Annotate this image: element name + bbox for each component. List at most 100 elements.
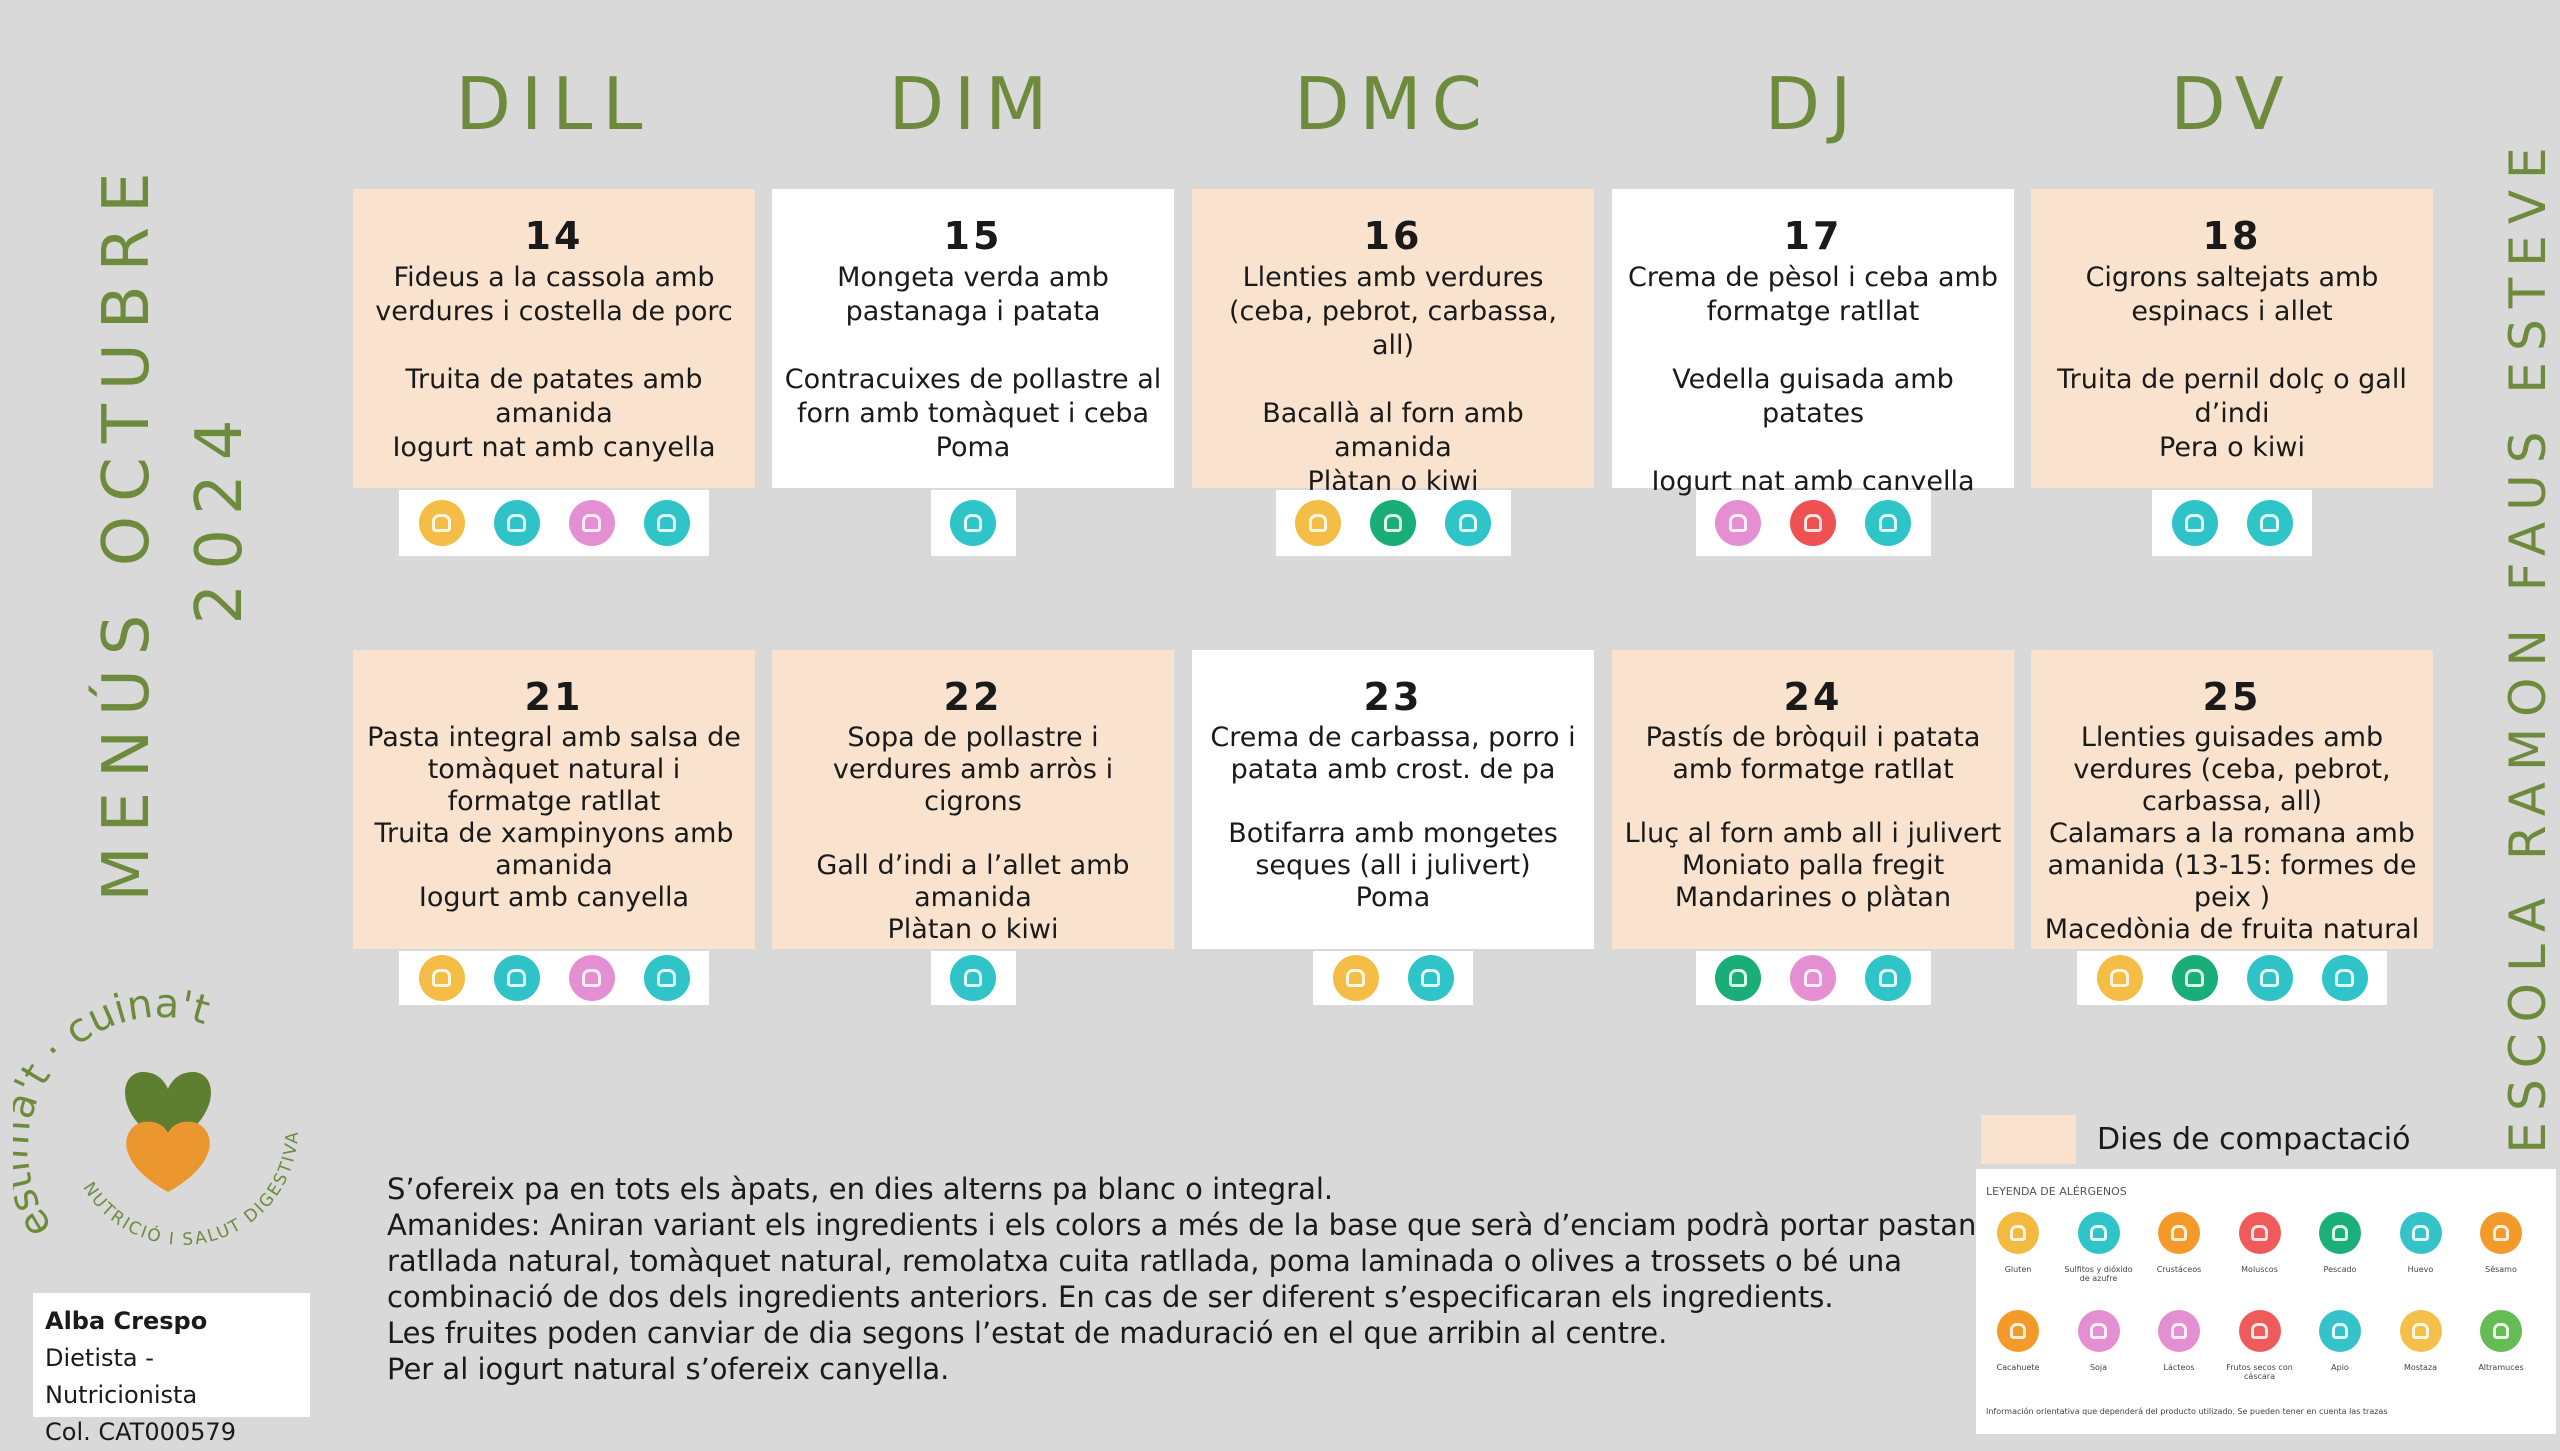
dish: Poma xyxy=(1355,882,1431,913)
date: 18 xyxy=(2202,214,2262,258)
logo: estima't · cuina't NUTRICIÓ I SALUT DIGE… xyxy=(13,981,301,1250)
legend-label: Huevo xyxy=(2407,1265,2434,1274)
menu-day: 17 Crema de pèsol i ceba amb formatge rat… xyxy=(1612,189,2014,497)
allergen-icon xyxy=(1790,955,1836,1001)
legend-label: Pescado xyxy=(2323,1265,2357,1274)
allergen-icon xyxy=(1865,500,1911,546)
allergen-icon xyxy=(418,500,465,546)
allergen-strip xyxy=(399,951,709,1005)
allergen-strip xyxy=(1695,951,1931,1005)
dish: Iogurt nat amb canyella xyxy=(392,432,716,463)
allergen-icon xyxy=(493,500,540,546)
allergen-icon xyxy=(1407,955,1454,1001)
note-line: Les fruites poden canviar de dia segons … xyxy=(387,1316,1668,1350)
legend-label: Gluten xyxy=(2004,1265,2032,1274)
date: 24 xyxy=(1783,675,1843,719)
allergen-legend: LEYENDA DE ALÉRGENOS Información orienta… xyxy=(1976,1169,2556,1434)
allergen-strip xyxy=(930,951,1016,1005)
date: 22 xyxy=(943,675,1003,719)
dish: Poma xyxy=(935,432,1011,463)
dish: Fideus a la cassola amb verdures i coste… xyxy=(375,262,733,327)
allergen-icon xyxy=(643,955,690,1001)
legend-label: Sulfitos y dióxido de azufre xyxy=(2064,1265,2133,1283)
menu-day: 15 Mongeta verda amb pastanaga i patata Co… xyxy=(772,189,1174,488)
dish: Botifarra amb mongetes seques (all i jul… xyxy=(1228,818,1558,881)
menu-day: 25 Llenties guisades amb verdures (ceba, … xyxy=(2031,650,2433,949)
allergen-legend-title: LEYENDA DE ALÉRGENOS xyxy=(1986,1185,2127,1198)
date: 14 xyxy=(524,214,584,258)
legend-label: Moluscos xyxy=(2241,1265,2278,1274)
dish: Calamars a la romana amb amanida (13-15:… xyxy=(2047,818,2417,913)
allergen-icon xyxy=(1332,955,1379,1001)
allergen-icon xyxy=(1370,500,1416,546)
menu-day: 24 Pastís de bròquil i patata amb formatg… xyxy=(1612,650,2014,949)
dish: Cigrons saltejats amb espinacs i allet xyxy=(2085,262,2379,327)
dish-block: Llenties amb verdures (ceba, pebrot, car… xyxy=(1204,261,1582,363)
allergen-strip xyxy=(930,490,1016,556)
allergen-strip xyxy=(1275,490,1511,556)
dish: Crema de carbassa, porro i patata amb cr… xyxy=(1210,722,1576,785)
dish: Plàtan o kiwi xyxy=(887,914,1059,945)
legend-icon xyxy=(2480,1310,2522,1352)
allergen-icon xyxy=(643,500,690,546)
legend-icon xyxy=(2077,1310,2120,1352)
allergen-icon xyxy=(1790,500,1836,546)
legend-icon xyxy=(2399,1212,2442,1254)
day-header: DMC xyxy=(1294,62,1492,146)
dish-block: Llenties guisades amb verdures (ceba, pe… xyxy=(2043,722,2421,946)
signature-name: Alba Crespo xyxy=(45,1307,208,1335)
dish: Truita de pernil dolç o gall d’indi xyxy=(2057,364,2407,429)
legend-label: Crustáceos xyxy=(2156,1265,2202,1274)
legend-label: Sésamo xyxy=(2485,1265,2517,1274)
dish: Moniato palla fregit xyxy=(1681,850,1945,881)
allergen-icon xyxy=(1445,500,1491,546)
allergen-strip xyxy=(2152,490,2312,556)
dish-block: Fideus a la cassola amb verdures i coste… xyxy=(365,261,743,329)
dish: Mandarines o plàtan xyxy=(1674,882,1952,913)
day-header: DIM xyxy=(888,62,1058,146)
legend-icon xyxy=(2238,1212,2281,1254)
dish-block: Cigrons saltejats amb espinacs i allet xyxy=(2043,261,2421,329)
legend-label: Apio xyxy=(2331,1363,2349,1372)
allergen-strip xyxy=(1695,490,1931,556)
allergen-icon xyxy=(2246,500,2293,546)
compaction-label: Dies de compactació xyxy=(2097,1122,2411,1157)
legend-icon xyxy=(2319,1310,2361,1352)
dish-block: Truita de pernil dolç o gall d’indi Pera … xyxy=(2043,363,2421,465)
legend-label: Soja xyxy=(2089,1363,2108,1372)
legend-label: Lácteos xyxy=(2163,1363,2195,1372)
note-line: S’ofereix pa en tots els àpats, en dies … xyxy=(387,1172,1334,1206)
title: MENÚS OCTUBRE xyxy=(90,158,164,902)
note-line: ratllada natural, tomàquet natural, remo… xyxy=(387,1244,1902,1278)
dish-block: Pastís de bròquil i patata amb formatge … xyxy=(1624,722,2002,786)
day-header: DJ xyxy=(1764,62,1862,146)
dish: Crema de pèsol i ceba amb formatge ratll… xyxy=(1628,262,1998,327)
dish: Pasta integral amb salsa de tomàquet nat… xyxy=(367,722,741,817)
menu-day: 23 Crema de carbassa, porro i patata amb … xyxy=(1192,650,1594,949)
dish-block: Bacallà al forn amb amanida Plàtan o kiwi xyxy=(1204,397,1582,499)
dish: Gall d’indi a l’allet amb amanida xyxy=(816,850,1130,913)
legend-icon xyxy=(1997,1212,2039,1254)
dish-block: Truita de patates amb amanida Iogurt nat … xyxy=(365,363,743,465)
dish: Mongeta verda amb pastanaga i patata xyxy=(837,262,1109,327)
allergen-icon xyxy=(418,955,465,1001)
allergen-icon xyxy=(1715,500,1761,546)
dish: Macedònia de fruita natural xyxy=(2044,914,2420,945)
dish-block: Vedella guisada amb patates xyxy=(1624,363,2002,431)
day-header: DV xyxy=(2170,62,2294,146)
legend-icon xyxy=(2077,1212,2120,1254)
allergen-icon xyxy=(1715,955,1761,1001)
dish-block: Sopa de pollastre i verdures amb arròs i… xyxy=(784,722,1162,818)
allergen-icon xyxy=(1295,500,1341,546)
menu-day: 16 Llenties amb verdures (ceba, pebrot, c… xyxy=(1192,189,1594,497)
dish: Truita de patates amb amanida xyxy=(405,364,703,429)
day-header: DILL xyxy=(455,62,653,146)
allergen-footnote: Información orientativa que dependerá de… xyxy=(1986,1407,2388,1416)
legend-icon xyxy=(1997,1310,2039,1352)
allergen-icon xyxy=(2321,955,2368,1001)
dish: Vedella guisada amb patates xyxy=(1672,364,1954,429)
signature-role: Dietista - Nutricionista xyxy=(45,1344,198,1409)
allergen-icon xyxy=(493,955,540,1001)
year: 2024 xyxy=(183,405,257,625)
